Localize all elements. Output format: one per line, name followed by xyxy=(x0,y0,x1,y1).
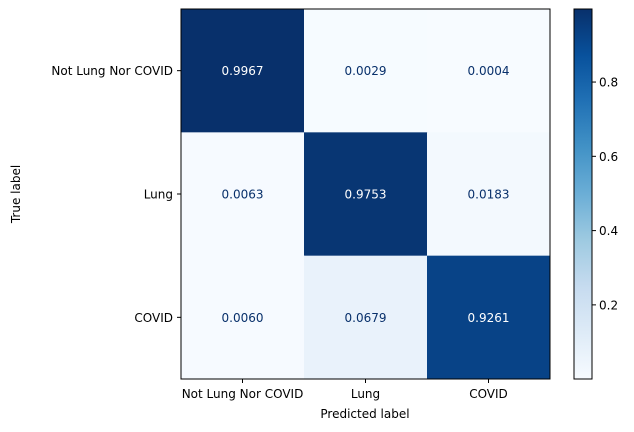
cell-value-label: 0.0029 xyxy=(345,64,387,78)
heatmap-cell xyxy=(304,132,428,257)
x-tick-label: COVID xyxy=(469,387,508,401)
heatmap-cell xyxy=(304,255,428,380)
heatmap-cell xyxy=(181,132,305,257)
heatmap-cell xyxy=(304,9,428,133)
heatmap-cells xyxy=(181,9,551,380)
colorbar-tick-label: 0.8 xyxy=(599,76,618,90)
y-tick-label: Lung xyxy=(144,188,173,202)
heatmap-cell xyxy=(181,9,305,133)
heatmap-cell xyxy=(427,9,551,133)
cell-value-label: 0.0004 xyxy=(468,64,510,78)
cell-value-label: 0.0063 xyxy=(222,188,264,202)
cell-value-label: 0.0183 xyxy=(468,188,510,202)
x-tick-label: Lung xyxy=(351,387,380,401)
colorbar-tick-label: 0.6 xyxy=(599,150,618,164)
x-tick-label: Not Lung Nor COVID xyxy=(182,387,304,401)
heatmap-cell xyxy=(427,132,551,257)
cell-value-label: 0.9261 xyxy=(468,311,510,325)
cell-value-label: 0.0679 xyxy=(345,311,387,325)
y-axis-ticks: Not Lung Nor COVID Lung COVID xyxy=(51,64,181,325)
x-axis-ticks: Not Lung Nor COVID Lung COVID xyxy=(182,379,508,401)
y-axis-label: True label xyxy=(9,165,23,224)
colorbar-tick-label: 0.2 xyxy=(599,298,618,312)
colorbar-ticks: 0.2 0.4 0.6 0.8 xyxy=(592,76,618,312)
heatmap-cell-labels: 0.9967 0.0029 0.0004 0.0063 0.9753 0.0183 0.00… xyxy=(222,64,510,325)
colorbar xyxy=(573,8,593,380)
cell-value-label: 0.9967 xyxy=(222,64,264,78)
heatmap-cell xyxy=(181,255,305,380)
y-tick-label: COVID xyxy=(134,311,173,325)
cell-value-label: 0.0060 xyxy=(222,311,264,325)
y-tick-label: Not Lung Nor COVID xyxy=(51,64,173,78)
x-axis-label: Predicted label xyxy=(320,407,409,421)
colorbar-tick-label: 0.4 xyxy=(599,224,618,238)
heatmap-cell xyxy=(427,255,551,380)
cell-value-label: 0.9753 xyxy=(345,188,387,202)
